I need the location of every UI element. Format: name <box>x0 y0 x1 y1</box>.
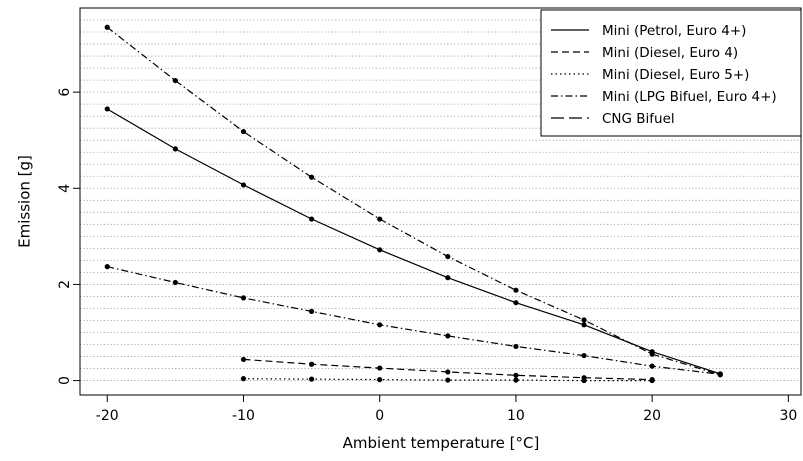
data-point <box>581 317 587 323</box>
data-point <box>649 363 655 369</box>
data-point <box>513 287 519 293</box>
data-point <box>445 369 451 375</box>
data-point <box>172 146 178 152</box>
data-point <box>513 300 519 306</box>
y-axis: 0 2 4 6 <box>57 88 80 385</box>
legend-label: Mini (Diesel, Euro 5+) <box>602 67 749 83</box>
data-point <box>308 174 315 180</box>
y-tick-label: 0 <box>57 376 73 385</box>
data-point <box>649 377 655 384</box>
series-2 <box>240 376 655 384</box>
y-tick-label: 4 <box>57 184 73 193</box>
data-point <box>240 356 247 363</box>
x-tick-label: 10 <box>507 408 525 424</box>
x-tick-label: 20 <box>643 408 661 424</box>
legend-label: Mini (Diesel, Euro 4) <box>602 45 738 61</box>
x-tick-label: 30 <box>779 408 797 424</box>
y-tick-label: 2 <box>57 280 73 289</box>
data-point <box>104 24 110 30</box>
series-line <box>106 26 721 376</box>
data-point <box>240 376 247 382</box>
data-point <box>717 371 723 377</box>
data-point <box>445 377 451 383</box>
data-point <box>240 182 247 188</box>
data-point <box>172 279 178 286</box>
legend-box <box>540 9 802 137</box>
data-point <box>513 372 519 378</box>
series-4 <box>104 264 723 377</box>
legend-label: CNG Bifuel <box>602 111 675 127</box>
data-point <box>581 352 587 359</box>
data-point <box>240 295 247 301</box>
data-point <box>445 333 451 339</box>
series-line <box>107 266 721 375</box>
y-axis-label: Emission [g] <box>16 155 34 248</box>
data-point <box>377 365 383 371</box>
data-point <box>308 361 315 367</box>
x-tick-label: 0 <box>375 408 384 424</box>
data-point <box>377 216 383 222</box>
x-axis-label: Ambient temperature [°C] <box>343 434 540 452</box>
plot-frame <box>79 7 802 396</box>
data-point <box>172 77 178 84</box>
data-point <box>308 308 315 314</box>
legend: Mini (Petrol, Euro 4+) Mini (Diesel, Euro… <box>540 9 802 137</box>
data-point <box>104 264 110 270</box>
legend-label: Mini (LPG Bifuel, Euro 4+) <box>602 89 777 105</box>
x-axis: -20 -10 0 10 20 30 <box>96 395 797 424</box>
y-tick-label: 6 <box>57 88 73 97</box>
series-line <box>106 108 721 375</box>
data-point <box>377 377 383 383</box>
data-point <box>513 343 519 350</box>
data-point <box>445 275 451 281</box>
series-0 <box>104 106 723 377</box>
data-point <box>308 216 315 222</box>
data-point <box>581 322 587 328</box>
data-point <box>649 351 655 357</box>
data-point <box>104 106 110 112</box>
legend-label: Mini (Petrol, Euro 4+) <box>602 23 746 39</box>
x-tick-label: -10 <box>232 408 255 424</box>
series-layer <box>104 24 723 384</box>
data-point <box>513 377 519 383</box>
data-point <box>377 247 383 253</box>
data-point <box>308 376 315 382</box>
x-tick-label: -20 <box>96 408 119 424</box>
data-point <box>240 128 247 135</box>
data-point <box>377 322 383 328</box>
data-point <box>445 253 451 260</box>
data-point <box>581 377 587 384</box>
grid-lines <box>80 19 801 381</box>
